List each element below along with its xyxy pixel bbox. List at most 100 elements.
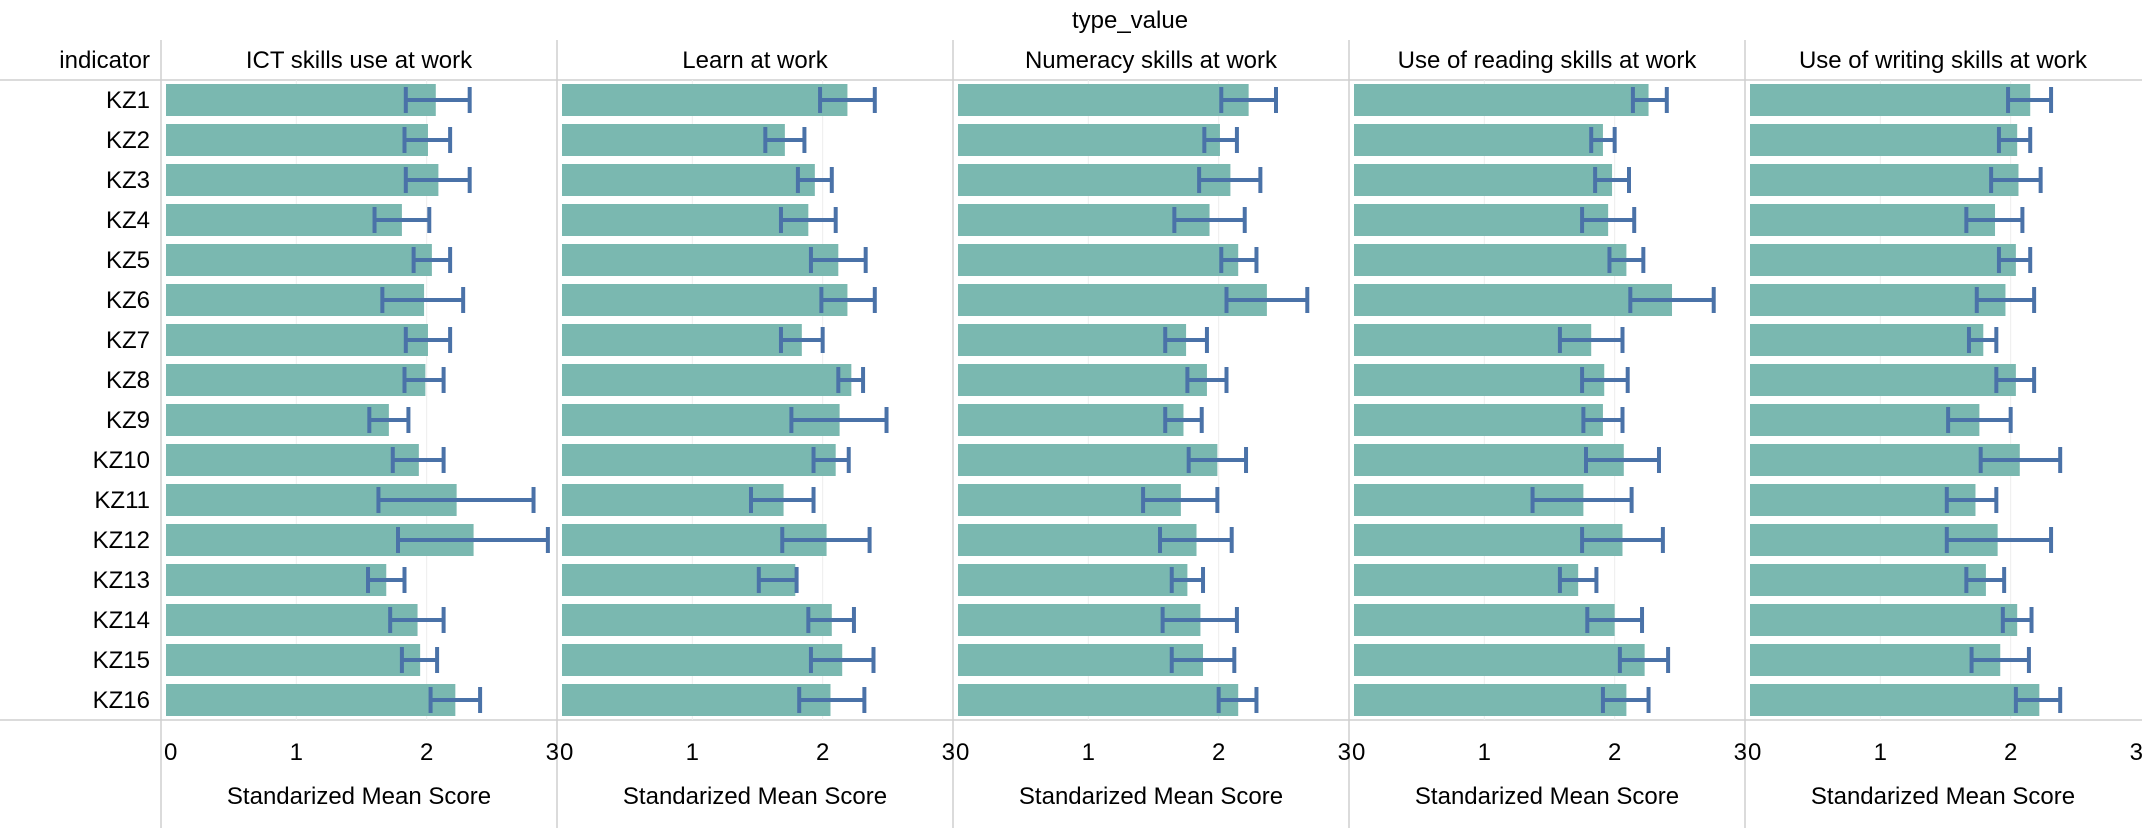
bar (166, 404, 389, 436)
row-label: KZ6 (106, 287, 150, 314)
x-tick-label: 2 (816, 739, 829, 766)
bar (1354, 84, 1649, 116)
row-label: KZ10 (93, 447, 150, 474)
x-axis-label: Standarized Mean Score (227, 783, 491, 810)
bar (1354, 684, 1627, 716)
bar (166, 604, 418, 636)
bar (1750, 404, 1980, 436)
bar (166, 324, 428, 356)
x-tick-label: 0 (956, 739, 969, 766)
panel-title: Numeracy skills at work (1025, 47, 1278, 74)
x-tick-label: 1 (290, 739, 303, 766)
bar (166, 444, 419, 476)
bar (1354, 404, 1603, 436)
bar (958, 644, 1204, 676)
row-header-title: indicator (59, 47, 150, 74)
bar (562, 564, 796, 596)
panel-title: Use of reading skills at work (1398, 47, 1698, 74)
bar (958, 164, 1231, 196)
row-label: KZ1 (106, 87, 150, 114)
bar (1354, 444, 1624, 476)
bar (1354, 124, 1603, 156)
x-tick-label: 0 (1352, 739, 1365, 766)
x-tick-label: 0 (560, 739, 573, 766)
bar (1750, 564, 1986, 596)
row-label: KZ13 (93, 567, 150, 594)
x-tick-label: 1 (1874, 739, 1887, 766)
bar (1750, 644, 2001, 676)
x-tick-label: 2 (420, 739, 433, 766)
x-axis-label: Standarized Mean Score (1415, 783, 1679, 810)
x-tick-label: 2 (2004, 739, 2017, 766)
row-label: KZ15 (93, 647, 150, 674)
bar (1354, 324, 1592, 356)
bar (1750, 364, 2016, 396)
x-axis-label: Standarized Mean Score (623, 783, 887, 810)
row-label: KZ5 (106, 247, 150, 274)
bar (1354, 604, 1615, 636)
bar (1354, 524, 1623, 556)
bar (166, 244, 432, 276)
bar (562, 444, 836, 476)
x-tick-label: 0 (1748, 739, 1761, 766)
row-label: KZ3 (106, 167, 150, 194)
bar (958, 604, 1201, 636)
bar (166, 564, 387, 596)
bar (562, 84, 848, 116)
bar (1354, 204, 1609, 236)
bar (958, 124, 1220, 156)
bar (562, 244, 839, 276)
x-tick-label: 3 (546, 739, 559, 766)
bar (562, 644, 843, 676)
bar (1354, 284, 1673, 316)
bar (1750, 684, 2040, 716)
row-label: KZ11 (94, 487, 150, 514)
x-tick-label: 3 (942, 739, 955, 766)
bar (958, 244, 1239, 276)
row-label: KZ2 (106, 127, 150, 154)
bar (1354, 644, 1645, 676)
bar (562, 164, 815, 196)
bar (1354, 564, 1579, 596)
bar (166, 84, 436, 116)
row-label: KZ9 (106, 407, 150, 434)
x-axis-label: Standarized Mean Score (1019, 783, 1283, 810)
bar (562, 484, 784, 516)
row-label: KZ4 (106, 207, 150, 234)
row-label: KZ7 (106, 327, 150, 354)
bar (958, 324, 1187, 356)
bar (958, 364, 1207, 396)
bars (166, 84, 2040, 716)
bar (562, 284, 848, 316)
chart-labels: type_value indicator KZ1 KZ2 KZ3 KZ4 KZ5 KZ6 KZ7… (59, 7, 2142, 810)
row-label: KZ14 (93, 607, 150, 634)
bar (958, 84, 1249, 116)
x-tick-label: 1 (1082, 739, 1095, 766)
row-label: KZ12 (93, 527, 150, 554)
x-tick-label: 1 (1478, 739, 1491, 766)
bar (562, 204, 809, 236)
column-header-title: type_value (1072, 7, 1188, 34)
x-tick-label: 2 (1212, 739, 1225, 766)
bar (1750, 244, 2016, 276)
bar (958, 524, 1197, 556)
bar (562, 324, 802, 356)
bar (958, 444, 1218, 476)
x-tick-label: 2 (1608, 739, 1621, 766)
bar (166, 164, 439, 196)
panel-title: Learn at work (682, 47, 828, 74)
x-tick-label: 3 (1734, 739, 1747, 766)
row-label: KZ8 (106, 367, 150, 394)
x-axis-label: Standarized Mean Score (1811, 783, 2075, 810)
panel-title: ICT skills use at work (246, 47, 473, 74)
bar (562, 684, 831, 716)
bar (166, 204, 402, 236)
bar (1750, 324, 1984, 356)
bar (1750, 164, 2019, 196)
bar (1750, 604, 2018, 636)
bar (958, 404, 1184, 436)
bar (1750, 444, 2020, 476)
bar (166, 684, 456, 716)
x-tick-label: 1 (686, 739, 699, 766)
